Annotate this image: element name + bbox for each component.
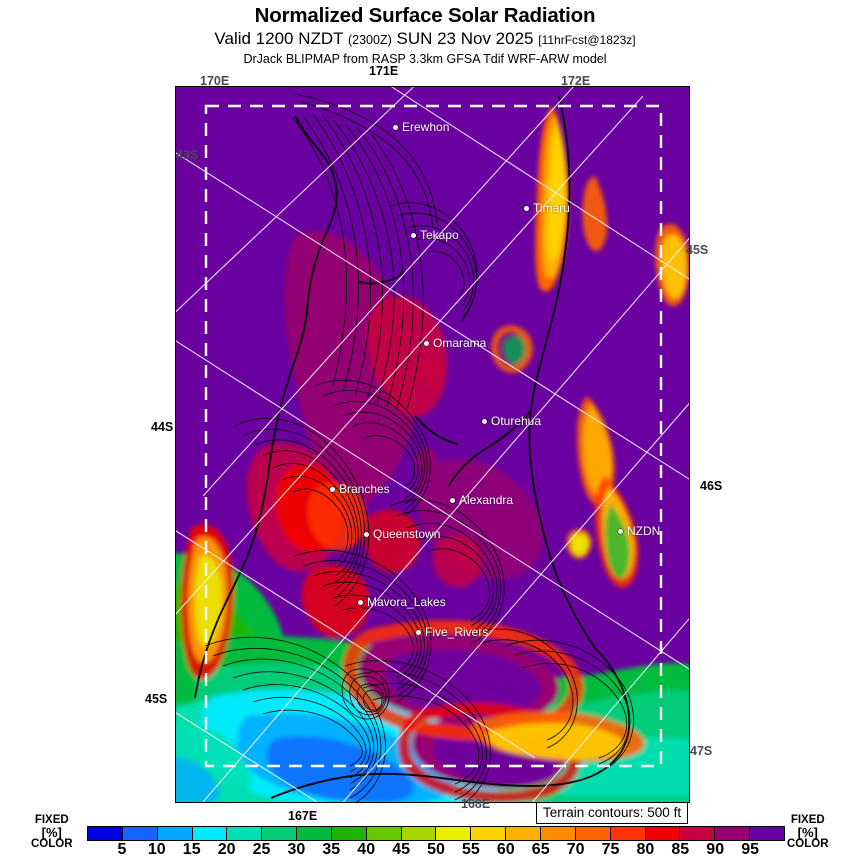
- colorbar-segment[interactable]: [88, 827, 122, 840]
- map-canvas[interactable]: [175, 86, 690, 803]
- colorbar-left-line: [%]: [41, 824, 62, 840]
- valid-prefix: Valid 1200 NZDT: [214, 29, 344, 48]
- colorbar-left-line: COLOR: [31, 837, 73, 850]
- colorbar-segment[interactable]: [226, 827, 262, 840]
- colorbar-tick: 40: [357, 841, 376, 858]
- colorbar-tick: 50: [427, 841, 445, 858]
- colorbar-left-label: FIXED [%] COLOR: [31, 814, 73, 850]
- colorbar-segment[interactable]: [261, 827, 297, 840]
- colorbar-tick: 90: [706, 841, 725, 858]
- colorbar-tick: 70: [566, 841, 585, 858]
- axis-tick-label: 171E: [369, 64, 399, 78]
- colorbar-right-line: FIXED: [790, 814, 825, 826]
- valid-time-line: Valid 1200 NZDT (2300Z) SUN 23 Nov 2025 …: [0, 29, 850, 50]
- colorbar-segment[interactable]: [400, 827, 436, 840]
- axis-tick-label: 170E: [200, 74, 230, 88]
- colorbar-segment[interactable]: [435, 827, 471, 840]
- colorbar-segment[interactable]: [121, 827, 157, 840]
- colorbar-tick: 65: [531, 841, 550, 858]
- colorbar-tick-labels: 5 10 15 20 25 30 35 40 45 50 55 60 65 70 75 80 85 90 95: [0, 841, 850, 861]
- valid-zulu: (2300Z): [347, 33, 392, 47]
- colorbar-segment[interactable]: [365, 827, 401, 840]
- colorbar-left-line: FIXED: [34, 814, 69, 826]
- colorbar-tick: 15: [182, 841, 201, 858]
- colorbar-segment[interactable]: [749, 827, 784, 840]
- axis-tick-label: 46S: [700, 479, 723, 493]
- page-title: Normalized Surface Solar Radiation: [254, 4, 596, 27]
- colorbar-tick: 95: [741, 841, 759, 858]
- axis-tick-label: 167E: [288, 809, 318, 823]
- colorbar-tick: 55: [461, 841, 480, 858]
- colorbar-segment[interactable]: [470, 827, 506, 840]
- colorbar-segment[interactable]: [156, 827, 192, 840]
- valid-date: SUN 23 Nov 2025: [396, 29, 534, 48]
- colorbar-segment[interactable]: [191, 827, 227, 840]
- colorbar-right-line: COLOR: [787, 837, 829, 850]
- colorbar-tick: 20: [217, 841, 236, 858]
- colorbar-right-line: [%]: [797, 824, 818, 840]
- colorbar-tick: 80: [636, 841, 655, 858]
- colorbar[interactable]: [87, 826, 785, 841]
- colorbar-segment[interactable]: [644, 827, 680, 840]
- colorbar-tick: 25: [252, 841, 271, 858]
- axis-tick-label: 168E: [461, 797, 491, 811]
- colorbar-tick: 5: [117, 841, 127, 858]
- colorbar-segment[interactable]: [574, 827, 610, 840]
- colorbar-right-label: FIXED [%] COLOR: [787, 814, 829, 850]
- axis-tick-label: 45S: [145, 692, 168, 706]
- solar-radiation-raster: [175, 86, 690, 803]
- axis-tick-label: 47S: [690, 744, 713, 758]
- colorbar-segment[interactable]: [609, 827, 645, 840]
- colorbar-tick: 45: [392, 841, 410, 858]
- header: Normalized Surface Solar Radiation Valid…: [0, 0, 850, 67]
- colorbar-tick: 10: [147, 841, 166, 858]
- map-frame: [175, 86, 690, 803]
- colorbar-tick: 85: [671, 841, 690, 858]
- axis-tick-label: 43S: [176, 148, 199, 162]
- colorbar-segment[interactable]: [330, 827, 366, 840]
- colorbar-segment[interactable]: [505, 827, 540, 840]
- colorbar-tick: 35: [322, 841, 341, 858]
- axis-tick-label: 172E: [561, 74, 591, 88]
- forecast-tag: [11hrFcst@1823z]: [538, 33, 636, 47]
- model-line: DrJack BLIPMAP from RASP 3.3km GFSA Tdif…: [243, 52, 607, 66]
- colorbar-tick: 60: [496, 841, 515, 858]
- colorbar-segment[interactable]: [714, 827, 750, 840]
- colorbar-tick: 30: [287, 841, 306, 858]
- colorbar-tick: 75: [601, 841, 620, 858]
- colorbar-segment[interactable]: [539, 827, 575, 840]
- axis-tick-label: 45S: [686, 243, 709, 257]
- terrain-contour-legend: Terrain contours: 500 ft: [536, 802, 689, 824]
- axis-tick-label: 44S: [151, 420, 174, 434]
- colorbar-segment[interactable]: [679, 827, 715, 840]
- colorbar-segment[interactable]: [296, 827, 331, 840]
